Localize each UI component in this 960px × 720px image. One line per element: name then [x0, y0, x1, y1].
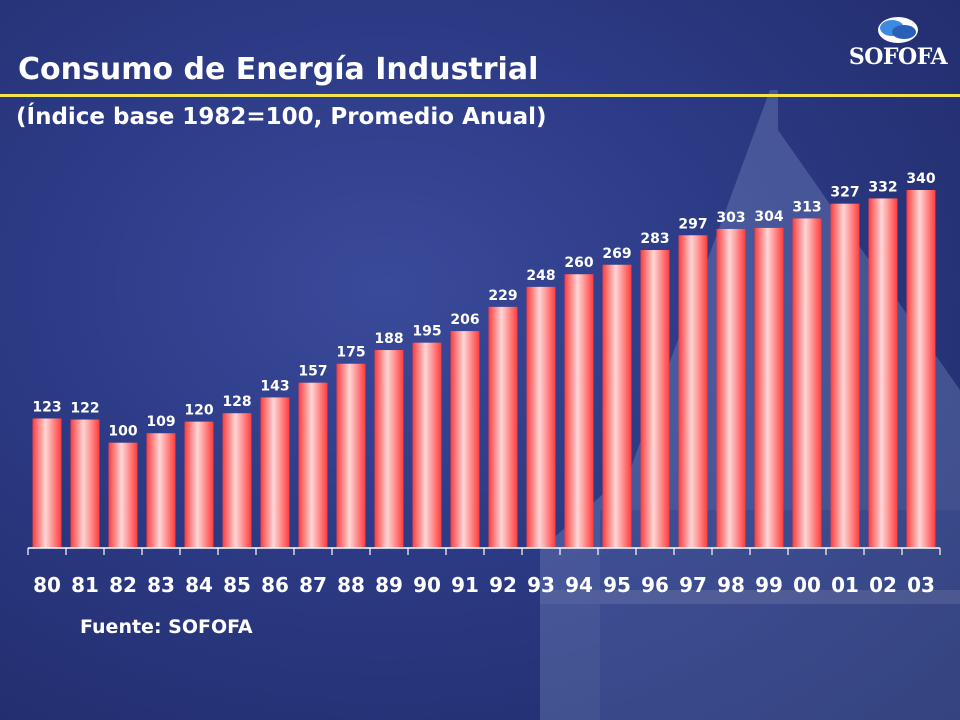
data-label-03: 340	[906, 171, 935, 187]
x-tick-label-83: 83	[147, 573, 175, 597]
bar-81	[70, 419, 100, 548]
data-label-01: 327	[830, 185, 859, 201]
data-label-84: 120	[184, 403, 213, 419]
bar-85	[222, 413, 252, 548]
x-tick-label-82: 82	[109, 573, 137, 597]
data-label-95: 269	[602, 246, 631, 262]
x-tick-label-88: 88	[337, 573, 365, 597]
data-label-00: 313	[792, 199, 821, 215]
sofofa-logo: SOFOFA	[848, 10, 948, 74]
data-label-85: 128	[222, 394, 251, 410]
bar-89	[374, 350, 404, 548]
bar-84	[184, 421, 214, 548]
data-label-87: 157	[298, 364, 327, 380]
bar-87	[298, 382, 328, 548]
bar-99	[754, 227, 784, 548]
bar-93	[526, 286, 556, 548]
x-tick-label-96: 96	[641, 573, 669, 597]
bar-90	[412, 342, 442, 548]
data-label-89: 188	[374, 331, 403, 347]
page-subtitle: (Índice base 1982=100, Promedio Anual)	[16, 104, 547, 130]
data-label-82: 100	[108, 424, 137, 440]
bar-97	[678, 235, 708, 548]
bar-02	[868, 198, 898, 548]
bar-83	[146, 433, 176, 548]
logo-mark-icon	[878, 17, 918, 43]
data-label-92: 229	[488, 288, 517, 304]
title-underline	[0, 94, 960, 97]
bar-00	[792, 218, 822, 548]
x-tick-label-99: 99	[755, 573, 783, 597]
data-label-86: 143	[260, 378, 289, 394]
x-tick-label-85: 85	[223, 573, 251, 597]
x-tick-label-81: 81	[71, 573, 99, 597]
x-tick-label-03: 03	[907, 573, 935, 597]
x-tick-label-95: 95	[603, 573, 631, 597]
data-label-97: 297	[678, 216, 707, 232]
data-label-83: 109	[146, 414, 175, 430]
bar-80	[32, 418, 62, 548]
x-tick-label-01: 01	[831, 573, 859, 597]
x-tick-label-98: 98	[717, 573, 745, 597]
data-label-81: 122	[70, 401, 99, 417]
data-label-80: 123	[32, 399, 61, 415]
x-tick-label-02: 02	[869, 573, 897, 597]
bar-88	[336, 363, 366, 548]
x-tick-label-89: 89	[375, 573, 403, 597]
data-label-88: 175	[336, 345, 365, 361]
source-note: Fuente: SOFOFA	[80, 616, 253, 638]
data-label-93: 248	[526, 268, 555, 284]
data-label-99: 304	[754, 209, 783, 225]
data-label-91: 206	[450, 312, 479, 328]
x-tick-label-93: 93	[527, 573, 555, 597]
bar-91	[450, 331, 480, 548]
bar-98	[716, 228, 746, 549]
bar-96	[640, 250, 670, 549]
x-tick-label-86: 86	[261, 573, 289, 597]
data-label-02: 332	[868, 179, 897, 195]
page-title: Consumo de Energía Industrial	[18, 52, 539, 87]
logo-text: SOFOFA	[848, 44, 948, 70]
x-tick-label-94: 94	[565, 573, 593, 597]
x-tick-label-87: 87	[299, 573, 327, 597]
x-tick-label-90: 90	[413, 573, 441, 597]
x-tick-label-00: 00	[793, 573, 821, 597]
x-tick-label-84: 84	[185, 573, 213, 597]
data-label-94: 260	[564, 255, 593, 271]
bar-92	[488, 306, 518, 548]
data-label-96: 283	[640, 231, 669, 247]
bar-01	[830, 203, 860, 548]
bar-03	[906, 190, 936, 548]
x-tick-label-80: 80	[33, 573, 61, 597]
x-tick-label-92: 92	[489, 573, 517, 597]
x-tick-label-97: 97	[679, 573, 707, 597]
bar-94	[564, 274, 594, 548]
bar-95	[602, 264, 632, 548]
bar-82	[108, 442, 138, 548]
bar-86	[260, 397, 290, 548]
data-label-90: 195	[412, 324, 441, 340]
data-label-98: 303	[716, 210, 745, 226]
x-tick-label-91: 91	[451, 573, 479, 597]
